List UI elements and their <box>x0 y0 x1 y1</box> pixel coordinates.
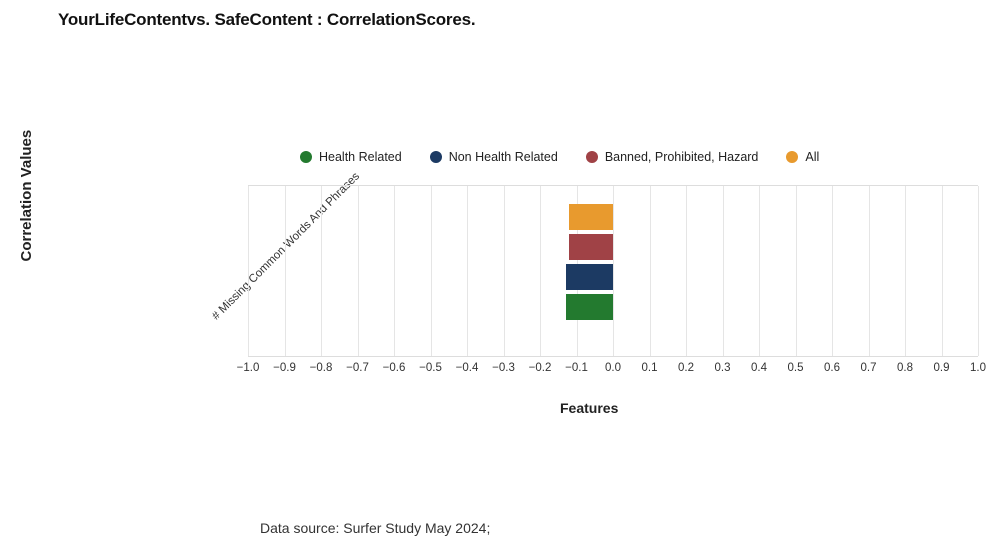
chart-title: YourLifeContentvs. SafeContent : Correla… <box>58 10 475 30</box>
grid-line <box>942 186 943 356</box>
grid-line <box>431 186 432 356</box>
grid-line <box>358 186 359 356</box>
x-tick-label: 0.4 <box>751 362 767 374</box>
x-tick-label: 0.7 <box>861 362 877 374</box>
grid-line <box>540 186 541 356</box>
legend-item: Banned, Prohibited, Hazard <box>586 150 759 164</box>
grid-line <box>321 186 322 356</box>
grid-line <box>504 186 505 356</box>
grid-line <box>248 186 249 356</box>
x-tick-label: −0.2 <box>529 362 552 374</box>
legend-label: Non Health Related <box>449 150 558 164</box>
bar <box>566 294 613 320</box>
x-tick-label: −0.6 <box>383 362 406 374</box>
grid-line <box>869 186 870 356</box>
grid-line <box>650 186 651 356</box>
legend-label: Banned, Prohibited, Hazard <box>605 150 759 164</box>
legend-swatch <box>430 151 442 163</box>
x-tick-label: −0.8 <box>310 362 333 374</box>
grid-line <box>467 186 468 356</box>
chart-root: YourLifeContentvs. SafeContent : Correla… <box>0 0 1004 557</box>
legend-item: Non Health Related <box>430 150 558 164</box>
x-tick-label: −1.0 <box>237 362 260 374</box>
x-tick-label: 0.5 <box>788 362 804 374</box>
x-axis-label: Features <box>560 400 618 416</box>
grid-line <box>686 186 687 356</box>
x-tick-label: −0.5 <box>419 362 442 374</box>
x-tick-label: 0.3 <box>715 362 731 374</box>
x-tick-label: −0.1 <box>565 362 588 374</box>
grid-line <box>723 186 724 356</box>
x-tick-label: 0.0 <box>605 362 621 374</box>
x-tick-label: 1.0 <box>970 362 986 374</box>
y-axis-outer-label: Correlation Values <box>18 130 35 262</box>
legend-label: All <box>805 150 819 164</box>
legend-swatch <box>586 151 598 163</box>
grid-line <box>759 186 760 356</box>
bar <box>569 234 613 260</box>
grid-line <box>285 186 286 356</box>
grid-line <box>832 186 833 356</box>
x-tick-label: −0.4 <box>456 362 479 374</box>
bar <box>566 264 613 290</box>
legend-item: All <box>786 150 819 164</box>
x-tick-label: −0.7 <box>346 362 369 374</box>
x-tick-label: 0.2 <box>678 362 694 374</box>
grid-line <box>394 186 395 356</box>
grid-line <box>613 186 614 356</box>
legend-label: Health Related <box>319 150 402 164</box>
grid-line <box>978 186 979 356</box>
grid-line <box>905 186 906 356</box>
legend-swatch <box>786 151 798 163</box>
grid-line <box>796 186 797 356</box>
legend-item: Health Related <box>300 150 402 164</box>
x-tick-label: −0.9 <box>273 362 296 374</box>
bar <box>569 204 613 230</box>
footer-source: Data source: Surfer Study May 2024; <box>260 520 490 536</box>
x-tick-label: 0.8 <box>897 362 913 374</box>
legend: Health Related Non Health Related Banned, … <box>300 150 819 164</box>
x-tick-label: 0.6 <box>824 362 840 374</box>
plot-area: −1.0−0.9−0.8−0.7−0.6−0.5−0.4−0.3−0.2−0.1… <box>248 185 978 357</box>
legend-swatch <box>300 151 312 163</box>
x-tick-label: 0.1 <box>642 362 658 374</box>
x-tick-label: 0.9 <box>934 362 950 374</box>
x-tick-label: −0.3 <box>492 362 515 374</box>
